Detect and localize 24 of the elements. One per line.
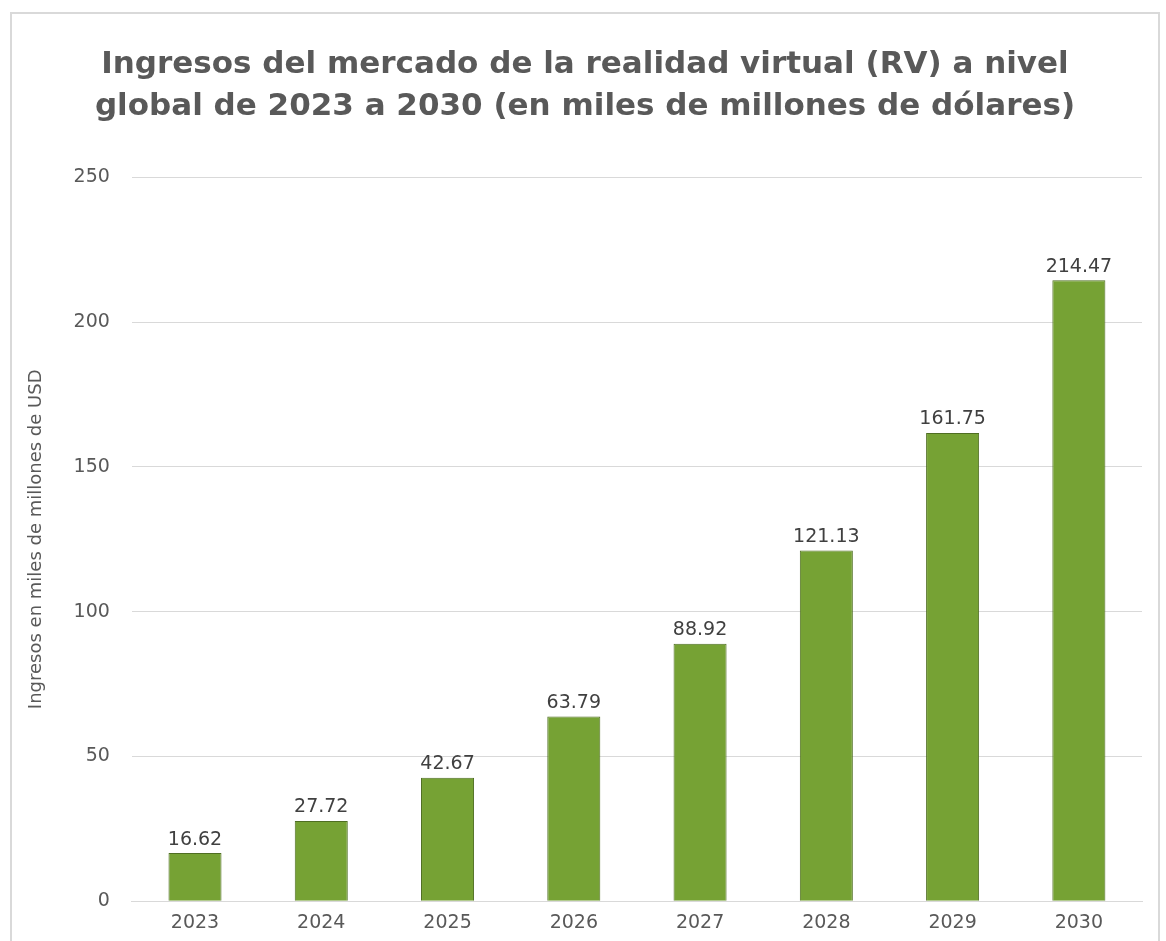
x-tick-label: 2026 — [549, 909, 598, 932]
data-label: 161.75 — [919, 406, 986, 429]
y-tick-label: 0 — [97, 888, 110, 911]
data-label: 121.13 — [793, 523, 860, 546]
chart-title: Ingresos del mercado de la realidad virtual (RV) a nivel global de 2023 a 2030 (en miles de millones de dólares) — [93, 43, 1077, 124]
y-tick-label: 200 — [73, 309, 110, 332]
data-label: 63.79 — [546, 689, 601, 712]
data-label: 214.47 — [1045, 253, 1113, 276]
x-tick-label: 2030 — [1054, 909, 1104, 932]
data-label: 27.72 — [294, 794, 349, 817]
x-tick-label: 2025 — [423, 909, 472, 932]
y-tick-label: 250 — [73, 164, 110, 187]
y-tick-label: 150 — [73, 453, 110, 476]
x-tick-label: 2027 — [675, 909, 725, 932]
data-label: 88.92 — [672, 617, 728, 640]
x-tick-label: 2029 — [928, 909, 977, 932]
x-tick-label: 2024 — [297, 909, 346, 932]
x-tick-label: 2028 — [802, 909, 851, 932]
x-tick-label: 2023 — [170, 909, 220, 932]
data-label: 42.67 — [420, 751, 475, 774]
data-label: 16.62 — [167, 826, 223, 849]
y-tick-label: 50 — [85, 743, 110, 766]
y-axis-title: Ingresos en miles de millones de USD — [24, 369, 46, 710]
y-tick-label: 100 — [73, 598, 110, 621]
